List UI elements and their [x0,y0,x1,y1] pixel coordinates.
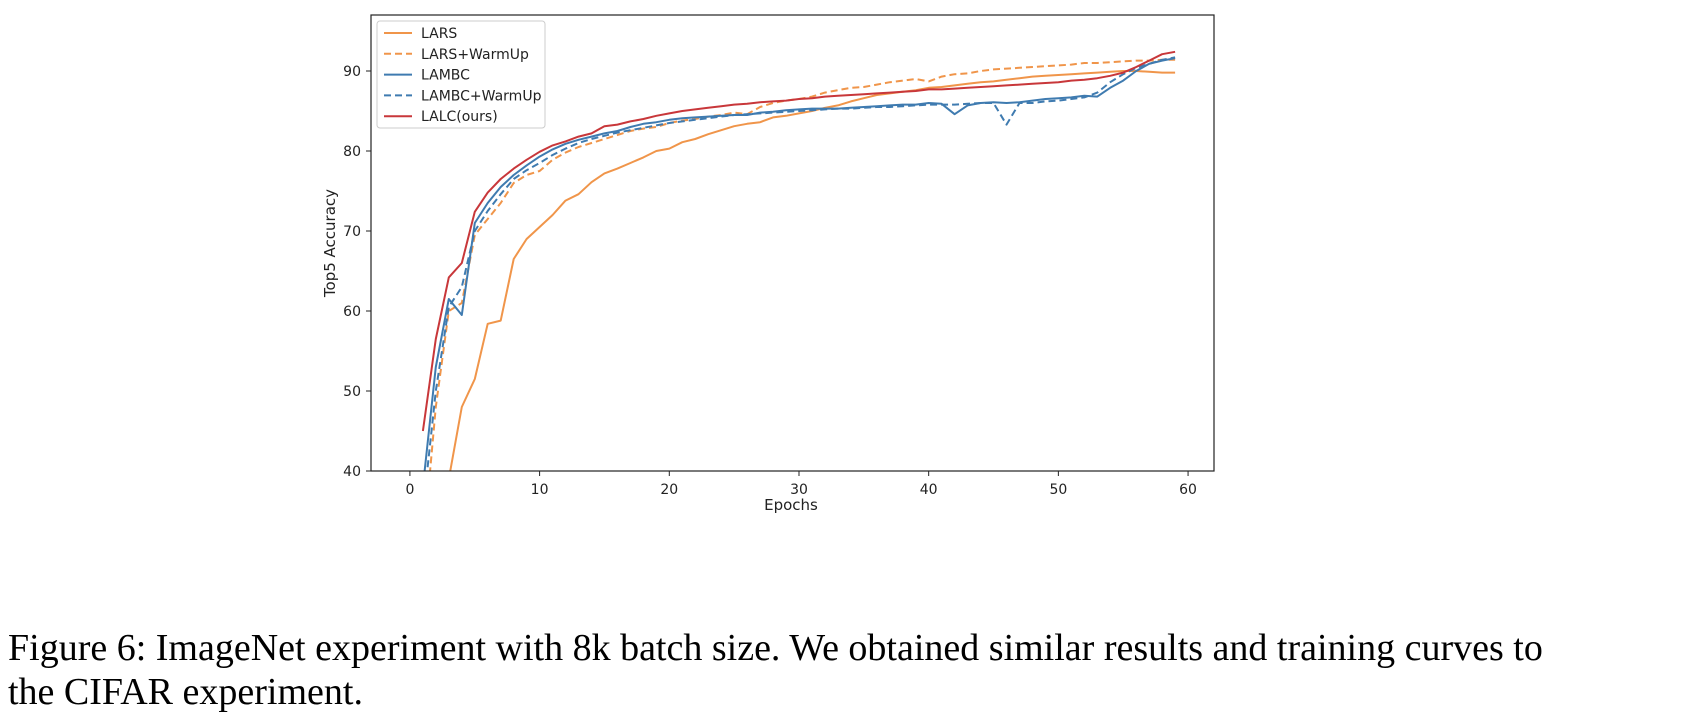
y-axis: 40 50 60 70 80 90 [343,64,371,480]
x-tick-label: 10 [531,482,549,498]
x-tick-label: 0 [405,482,414,498]
legend-label: LARS+WarmUp [421,47,529,63]
x-tick-label: 40 [920,482,938,498]
figure-caption: Figure 6: ImageNet experiment with 8k ba… [8,626,1698,714]
series-line-lars-warmup [429,58,1176,471]
y-tick-label: 90 [343,64,361,80]
caption-line-1: Figure 6: ImageNet experiment with 8k ba… [8,627,1543,669]
legend: LARS LARS+WarmUp LAMBC LAMBC+WarmUp LALC(our… [376,20,546,129]
legend-label: LAMBC [421,68,470,84]
x-axis: 0 10 20 30 40 50 60 [405,471,1197,498]
legend-label: LAMBC+WarmUp [421,88,542,104]
x-tick-label: 50 [1049,482,1067,498]
y-tick-label: 80 [343,144,361,160]
y-tick-label: 70 [343,224,361,240]
series-line-lambc-warmup [426,56,1176,471]
series-layer [421,50,1176,471]
y-axis-label: Top5 Accuracy [321,189,339,298]
series-line-lars [449,70,1176,471]
x-tick-label: 60 [1179,482,1197,498]
series-line-lalc-ours [421,50,1176,432]
plot-frame [370,14,1215,472]
y-tick-label: 50 [343,384,361,400]
legend-label: LARS [421,26,457,42]
y-tick-label: 60 [343,304,361,320]
y-tick-label: 40 [343,464,361,480]
line-chart: 0 10 20 30 40 50 60 40 50 60 70 80 90 Epochs Top5 A… [321,14,1215,514]
caption-line-2: the CIFAR experiment. [8,671,363,713]
series-line-lambc [423,57,1176,471]
legend-box [376,20,546,129]
legend-label: LALC(ours) [421,109,498,125]
x-axis-label: Epochs [764,496,818,514]
chart-figure: 0 10 20 30 40 50 60 40 50 60 70 80 90 Epochs Top5 A… [8,14,1543,713]
x-tick-label: 20 [660,482,678,498]
x-tick-label: 30 [790,482,808,498]
